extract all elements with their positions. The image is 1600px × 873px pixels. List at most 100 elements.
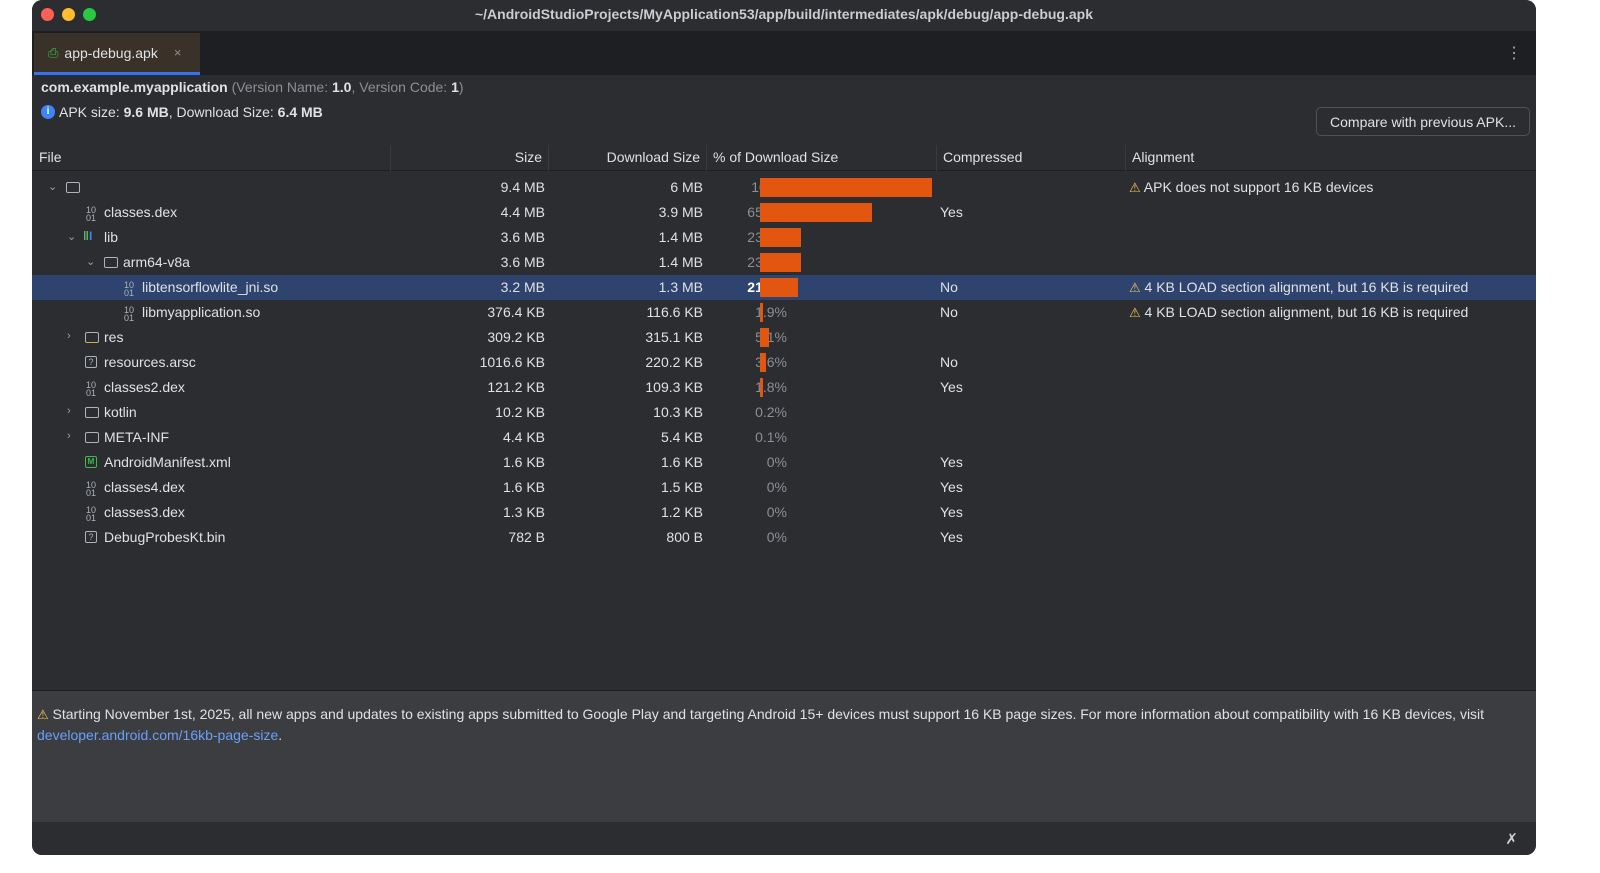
download-size-bar xyxy=(760,228,801,247)
apk-size: 9.6 MB xyxy=(123,104,169,120)
file-size: 3.6 MB xyxy=(500,229,545,245)
download-size: 6.4 MB xyxy=(277,104,323,120)
pin-icon[interactable]: ✗ xyxy=(1505,831,1518,848)
compressed-value: No xyxy=(940,304,958,320)
download-size: 800 B xyxy=(666,529,703,545)
table-row[interactable]: › res 309.2 KB 315.1 KB 5.1% xyxy=(32,325,1536,350)
package-name: com.example.myapplication xyxy=(41,79,228,95)
chevron-down-icon[interactable]: ⌄ xyxy=(67,231,77,243)
download-size: 1.4 MB xyxy=(658,254,703,270)
download-percent: 0.2% xyxy=(755,404,787,420)
alignment-message: 4 KB LOAD section alignment, but 16 KB i… xyxy=(1144,279,1469,295)
more-options-icon[interactable]: ⋮ xyxy=(1506,45,1522,62)
file-name: META-INF xyxy=(104,429,170,445)
file-name: arm64-v8a xyxy=(123,254,190,270)
chevron-right-icon[interactable]: › xyxy=(67,330,71,342)
download-size: 1.4 MB xyxy=(658,229,703,245)
table-row[interactable]: ? resources.arsc 1016.6 KB 220.2 KB 3.6% No xyxy=(32,350,1536,375)
minimize-window-button[interactable] xyxy=(62,8,75,21)
file-size: 3.6 MB xyxy=(500,254,545,270)
download-percent: 1.9% xyxy=(755,304,787,320)
compressed-value: Yes xyxy=(940,379,963,395)
title-bar: ~/AndroidStudioProjects/MyApplication53/… xyxy=(32,0,1536,31)
alignment-message: APK does not support 16 KB devices xyxy=(1143,179,1374,195)
file-name: kotlin xyxy=(104,404,137,420)
unknown-file-icon: ? xyxy=(85,356,97,368)
compressed-value: Yes xyxy=(940,529,963,545)
compressed-value: No xyxy=(940,354,958,370)
download-size-bar xyxy=(760,253,801,272)
column-compressed[interactable]: Compressed xyxy=(943,149,1023,165)
table-row[interactable]: ? DebugProbesKt.bin 782 B 800 B 0% Yes xyxy=(32,525,1536,550)
compressed-value: Yes xyxy=(940,454,963,470)
compressed-value: No xyxy=(940,279,958,295)
download-size: 10.3 KB xyxy=(653,404,703,420)
download-percent: 3.6% xyxy=(755,354,787,370)
file-name: resources.arsc xyxy=(104,354,196,370)
alignment-message: 4 KB LOAD section alignment, but 16 KB i… xyxy=(1144,304,1469,320)
tab-app-debug-apk[interactable]: ⎙ app-debug.apk × xyxy=(34,33,200,75)
paren: ) xyxy=(458,79,464,95)
file-name: classes3.dex xyxy=(104,504,185,520)
table-row[interactable]: 10 01 classes4.dex 1.6 KB 1.5 KB 0% Yes xyxy=(32,475,1536,500)
window-title: ~/AndroidStudioProjects/MyApplication53/… xyxy=(474,6,1094,22)
table-row[interactable]: 10 01 classes3.dex 1.3 KB 1.2 KB 0% Yes xyxy=(32,500,1536,525)
file-name: AndroidManifest.xml xyxy=(104,454,231,470)
binary-file-icon: 10 01 xyxy=(85,205,96,223)
file-name: classes4.dex xyxy=(104,479,185,495)
download-size-bar xyxy=(760,278,798,297)
chevron-right-icon[interactable]: › xyxy=(67,430,71,442)
column-alignment[interactable]: Alignment xyxy=(1132,149,1195,165)
download-size: 109.3 KB xyxy=(645,379,703,395)
close-window-button[interactable] xyxy=(41,8,54,21)
column-file[interactable]: File xyxy=(39,149,62,165)
column-download-size[interactable]: Download Size xyxy=(606,149,700,165)
table-row[interactable]: › META-INF 4.4 KB 5.4 KB 0.1% xyxy=(32,425,1536,450)
column-percent[interactable]: % of Download Size xyxy=(713,149,839,165)
file-size: 4.4 MB xyxy=(500,204,545,220)
table-row[interactable]: 10 01 libmyapplication.so 376.4 KB 116.6 KB 1… xyxy=(32,300,1536,325)
column-size[interactable]: Size xyxy=(514,149,542,165)
file-name: libmyapplication.so xyxy=(142,304,261,320)
apk-file-icon: ⎙ xyxy=(48,44,59,60)
download-percent: 0% xyxy=(766,504,787,520)
download-percent: 1.8% xyxy=(755,379,787,395)
file-size: 10.2 KB xyxy=(495,404,545,420)
file-name: classes.dex xyxy=(104,204,178,220)
maximize-window-button[interactable] xyxy=(83,8,96,21)
warning-icon: ⚠ xyxy=(37,707,49,722)
file-size: 9.4 MB xyxy=(500,179,545,195)
chevron-down-icon[interactable]: ⌄ xyxy=(48,181,58,193)
download-percent: 0% xyxy=(766,454,787,470)
warning-icon: ⚠ xyxy=(1129,305,1141,320)
table-row[interactable]: 10 01 libtensorflowlite_jni.so 3.2 MB 1.3 MB… xyxy=(32,275,1536,300)
chevron-right-icon[interactable]: › xyxy=(67,405,71,417)
table-row[interactable]: › kotlin 10.2 KB 10.3 KB 0.2% xyxy=(32,400,1536,425)
download-size: 6 MB xyxy=(670,179,703,195)
download-percent: 0% xyxy=(766,529,787,545)
compare-with-previous-apk-button[interactable]: Compare with previous APK... xyxy=(1316,107,1530,136)
tab-label: app-debug.apk xyxy=(64,44,158,61)
table-row[interactable]: 10 01 classes2.dex 121.2 KB 109.3 KB 1.8% Yes xyxy=(32,375,1536,400)
version-code: 1 xyxy=(451,79,459,95)
info-icon: i xyxy=(41,105,55,119)
file-size: 309.2 KB xyxy=(487,329,545,345)
unknown-file-icon: ? xyxy=(85,531,97,543)
binary-file-icon: 10 01 xyxy=(85,505,96,523)
folder-icon xyxy=(66,182,80,193)
download-percent: 0.1% xyxy=(755,429,787,445)
16kb-page-size-link[interactable]: developer.android.com/16kb-page-size xyxy=(37,727,279,743)
footer-text: Starting November 1st, 2025, all new app… xyxy=(52,706,1485,722)
file-size: 376.4 KB xyxy=(487,304,545,320)
file-name: classes2.dex xyxy=(104,379,185,395)
table-row[interactable]: M AndroidManifest.xml 1.6 KB 1.6 KB 0% Yes xyxy=(32,450,1536,475)
version-name-label: (Version Name: xyxy=(231,79,332,95)
close-tab-icon[interactable]: × xyxy=(173,45,182,60)
chevron-down-icon[interactable]: ⌄ xyxy=(86,256,96,268)
folder-icon xyxy=(85,407,99,418)
